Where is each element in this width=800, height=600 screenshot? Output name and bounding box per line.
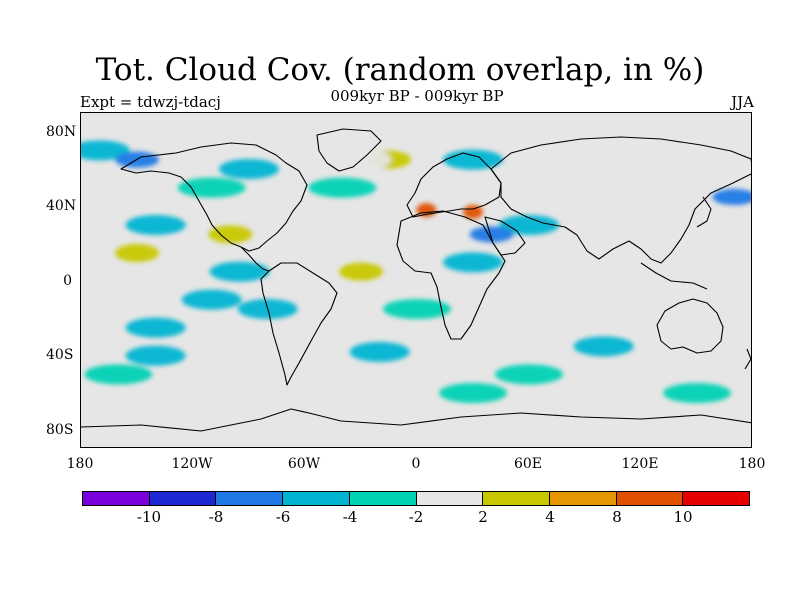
anomaly-region: [84, 364, 153, 385]
colorbar-label: -8: [208, 508, 224, 526]
anomaly-region: [209, 261, 270, 282]
anomaly-region: [88, 279, 149, 302]
plot-title: Tot. Cloud Cov. (random overlap, in %): [95, 52, 705, 88]
map-frame: [80, 112, 752, 448]
anomaly-region: [208, 225, 253, 244]
anomaly-region: [499, 215, 559, 235]
colorbar-label: -4: [342, 508, 358, 526]
lon-tick-label: 0: [411, 456, 421, 472]
lon-tick-label: 120W: [171, 456, 213, 472]
anomaly-region: [125, 317, 186, 338]
season-label: JJA: [731, 93, 754, 111]
coast-japan: [696, 196, 712, 228]
colorbar-label: -6: [275, 508, 291, 526]
plot-subtitle: 009kyr BP - 009kyr BP: [330, 87, 504, 105]
lat-tick-label: 40N: [46, 198, 77, 214]
anomaly-region: [495, 364, 563, 385]
coast-central-america: [240, 246, 270, 272]
lat-tick-label: 0: [63, 273, 72, 289]
lat-tick-label: 80S: [46, 422, 74, 438]
anomaly-region: [177, 177, 246, 198]
world-map: [81, 113, 751, 447]
colorbar-segment: [283, 492, 350, 505]
colorbar-label: 2: [478, 508, 488, 526]
anomaly-region: [611, 204, 671, 227]
colorbar: [82, 491, 750, 506]
lat-tick-label: 40S: [46, 347, 74, 363]
colorbar-label: 4: [545, 508, 555, 526]
anomaly-region: [383, 299, 451, 319]
colorbar-segment: [683, 492, 750, 505]
anomaly-region: [695, 214, 751, 236]
anomaly-region: [115, 244, 159, 262]
anomaly-region: [676, 288, 737, 311]
coast-new-zealand: [744, 348, 751, 370]
anomaly-region: [663, 383, 731, 403]
coast-asia: [490, 136, 751, 264]
anomaly-region: [648, 223, 709, 246]
colorbar-segment: [149, 492, 217, 505]
anomaly-region: [712, 189, 751, 205]
colorbar-label: 10: [673, 508, 693, 526]
coast-australia: [656, 298, 724, 354]
lon-tick-label: 120E: [621, 456, 659, 472]
colorbar-segment: [616, 492, 684, 505]
lon-tick-label: 180: [66, 456, 94, 472]
anomaly-region: [573, 336, 634, 357]
anomaly-region: [463, 204, 483, 219]
anomaly-region: [181, 289, 242, 310]
colorbar-label: -10: [136, 508, 162, 526]
anomaly-region: [439, 383, 507, 403]
colorbar-segment: [483, 492, 550, 505]
coast-greenland: [316, 128, 382, 172]
lon-tick-label: 180: [738, 456, 766, 472]
colorbar-segment: [83, 492, 150, 505]
anomaly-region: [219, 159, 279, 179]
coast-south-america: [260, 262, 338, 386]
coast-antarctica: [81, 408, 751, 432]
anomaly-region: [443, 252, 503, 273]
colorbar-label: -2: [408, 508, 424, 526]
lon-tick-label: 60W: [287, 456, 321, 472]
coast-africa: [396, 210, 506, 340]
anomaly-region: [125, 345, 186, 366]
anomaly-region: [349, 341, 410, 362]
anomaly-region: [339, 262, 383, 281]
colorbar-segment: [216, 492, 284, 505]
colorbar-segment: [416, 492, 484, 505]
coast-maritime-asia: [640, 262, 708, 290]
colorbar-segment: [549, 492, 617, 505]
anomaly-region: [308, 177, 377, 198]
coast-arabia: [484, 216, 526, 256]
coastlines: [81, 128, 751, 432]
anomaly-region: [469, 226, 514, 243]
anomaly-region: [81, 140, 130, 161]
lat-tick-label: 80N: [46, 124, 77, 140]
experiment-label: Expt = tdwzj-tdacj: [80, 93, 221, 111]
map-background: [81, 113, 751, 447]
colorbar-label: 8: [612, 508, 622, 526]
anomaly-region: [125, 215, 186, 235]
colorbar-segment: [349, 492, 417, 505]
lon-tick-label: 60E: [513, 456, 543, 472]
coast-north-america: [120, 142, 308, 252]
